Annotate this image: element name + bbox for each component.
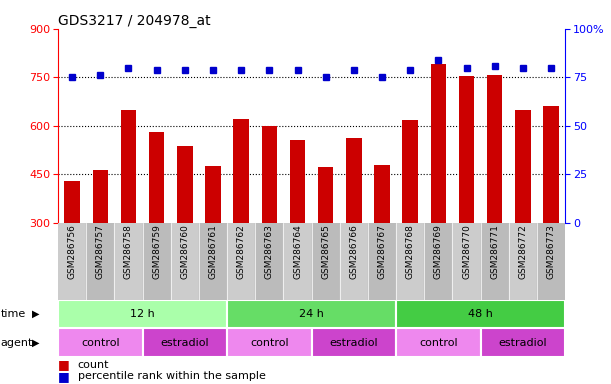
Bar	[262, 126, 277, 223]
Text: GSM286756: GSM286756	[68, 224, 76, 279]
Text: GSM286762: GSM286762	[236, 224, 246, 279]
Bar	[481, 223, 509, 300]
Bar	[290, 140, 306, 223]
Text: ▶: ▶	[32, 309, 40, 319]
Bar	[509, 223, 537, 300]
Bar	[64, 181, 80, 223]
Bar	[396, 300, 565, 328]
Bar	[318, 167, 334, 223]
Text: estradiol: estradiol	[161, 338, 209, 348]
Text: estradiol: estradiol	[329, 338, 378, 348]
Text: control: control	[419, 338, 458, 348]
Text: GDS3217 / 204978_at: GDS3217 / 204978_at	[58, 14, 211, 28]
Text: estradiol: estradiol	[499, 338, 547, 348]
Text: GSM286760: GSM286760	[180, 224, 189, 279]
Text: GSM286772: GSM286772	[518, 224, 527, 279]
Bar	[227, 328, 312, 357]
Bar	[86, 223, 114, 300]
Bar	[340, 223, 368, 300]
Bar	[142, 223, 170, 300]
Bar	[481, 328, 565, 357]
Text: count: count	[78, 360, 109, 370]
Text: GSM286768: GSM286768	[406, 224, 415, 279]
Text: GSM286769: GSM286769	[434, 224, 443, 279]
Bar	[312, 223, 340, 300]
Text: 24 h: 24 h	[299, 309, 324, 319]
Text: ■: ■	[58, 358, 70, 371]
Bar	[58, 328, 142, 357]
Bar	[199, 223, 227, 300]
Bar	[284, 223, 312, 300]
Bar	[431, 65, 446, 223]
Text: time: time	[1, 309, 26, 319]
Text: GSM286773: GSM286773	[547, 224, 555, 279]
Text: ■: ■	[58, 370, 70, 383]
Bar	[170, 223, 199, 300]
Text: control: control	[250, 338, 288, 348]
Bar	[424, 223, 453, 300]
Bar	[375, 164, 390, 223]
Text: GSM286767: GSM286767	[378, 224, 387, 279]
Bar	[515, 110, 531, 223]
Text: GSM286758: GSM286758	[124, 224, 133, 279]
Bar	[114, 223, 142, 300]
Bar	[368, 223, 396, 300]
Bar	[396, 328, 481, 357]
Text: GSM286761: GSM286761	[208, 224, 218, 279]
Bar	[58, 300, 227, 328]
Bar	[233, 119, 249, 223]
Bar	[205, 166, 221, 223]
Bar	[346, 138, 362, 223]
Bar	[403, 120, 418, 223]
Bar	[177, 146, 192, 223]
Bar	[487, 75, 502, 223]
Text: GSM286764: GSM286764	[293, 224, 302, 279]
Bar	[227, 223, 255, 300]
Bar	[227, 300, 396, 328]
Text: percentile rank within the sample: percentile rank within the sample	[78, 371, 265, 381]
Bar	[537, 223, 565, 300]
Text: ▶: ▶	[32, 338, 40, 348]
Bar	[312, 328, 396, 357]
Bar	[121, 110, 136, 223]
Bar	[396, 223, 424, 300]
Bar	[142, 328, 227, 357]
Text: GSM286771: GSM286771	[490, 224, 499, 279]
Text: 12 h: 12 h	[130, 309, 155, 319]
Bar	[459, 76, 474, 223]
Bar	[92, 170, 108, 223]
Bar	[543, 106, 559, 223]
Text: 48 h: 48 h	[468, 309, 493, 319]
Bar	[149, 132, 164, 223]
Text: GSM286770: GSM286770	[462, 224, 471, 279]
Bar	[453, 223, 481, 300]
Text: GSM286766: GSM286766	[349, 224, 359, 279]
Text: GSM286759: GSM286759	[152, 224, 161, 279]
Text: GSM286757: GSM286757	[96, 224, 105, 279]
Text: GSM286765: GSM286765	[321, 224, 330, 279]
Bar	[58, 223, 86, 300]
Bar	[255, 223, 284, 300]
Text: agent: agent	[1, 338, 33, 348]
Text: control: control	[81, 338, 120, 348]
Text: GSM286763: GSM286763	[265, 224, 274, 279]
